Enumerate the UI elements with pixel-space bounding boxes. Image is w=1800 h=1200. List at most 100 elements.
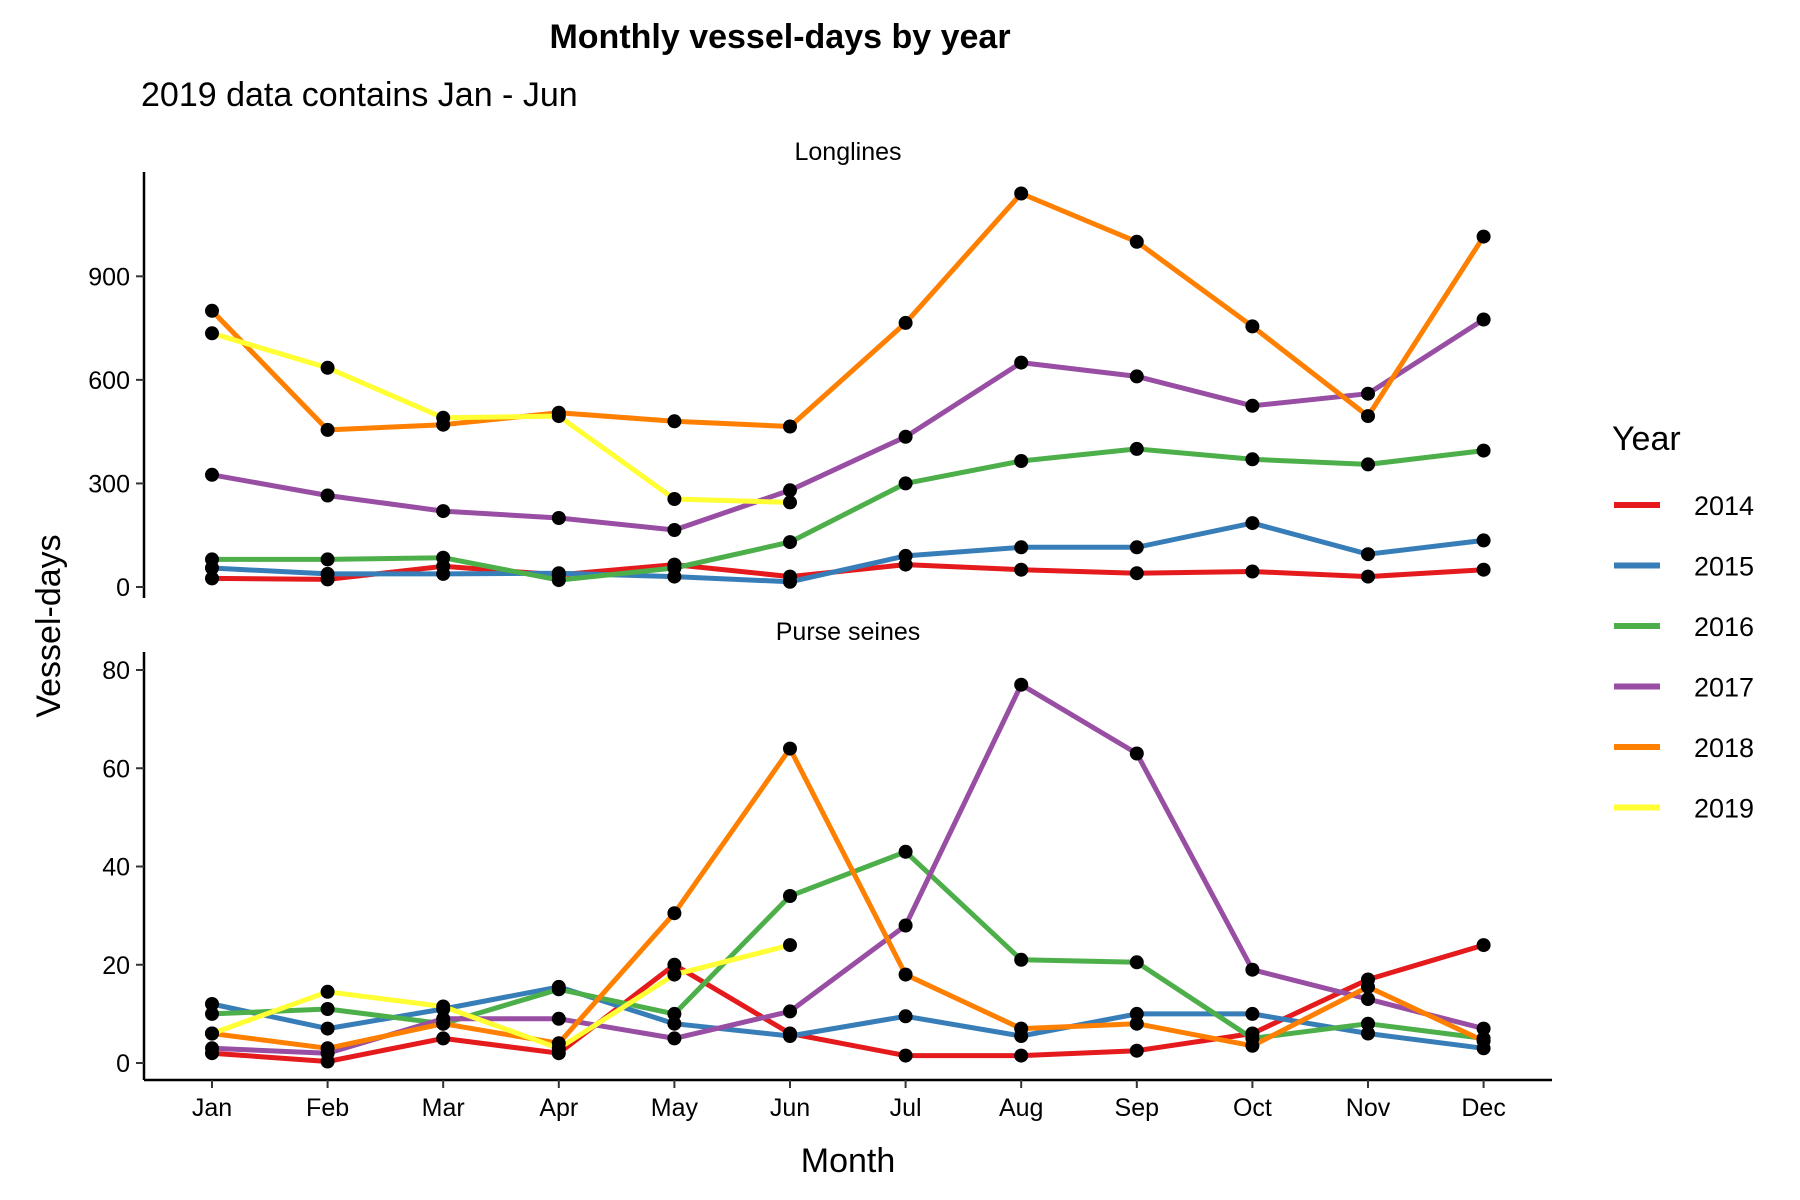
data-point-longlines-2019-Feb xyxy=(320,360,335,375)
data-point-longlines-2016-May xyxy=(667,561,682,575)
y-tick-label-longlines-900: 900 xyxy=(88,263,130,291)
data-point-longlines-2017-Mar xyxy=(436,504,451,519)
data-point-purse-seines-2015-Nov xyxy=(1361,1026,1375,1041)
data-point-purse-seines-2016-Jan xyxy=(205,1006,219,1021)
data-point-purse-seines-2017-Nov xyxy=(1361,992,1375,1007)
data-point-purse-seines-2016-Feb xyxy=(320,1002,335,1016)
y-tick-label-longlines-600: 600 xyxy=(88,367,130,395)
data-point-purse-seines-2016-Apr xyxy=(551,982,566,997)
data-point-purse-seines-2017-Jul xyxy=(898,918,913,933)
data-point-purse-seines-2014-Jul xyxy=(898,1048,913,1063)
data-point-longlines-2017-Oct xyxy=(1245,398,1260,413)
data-point-longlines-2015-Jun xyxy=(783,574,797,589)
data-point-longlines-2018-Feb xyxy=(320,422,335,437)
data-point-purse-seines-2015-Oct xyxy=(1245,1006,1260,1021)
data-point-longlines-2018-Jun xyxy=(783,419,797,434)
data-point-longlines-2017-Jan xyxy=(205,467,219,482)
x-tick-label-May: May xyxy=(651,1094,699,1122)
data-point-longlines-2015-Dec xyxy=(1476,533,1491,548)
data-point-longlines-2018-Nov xyxy=(1361,409,1375,424)
data-point-purse-seines-2017-Jun xyxy=(783,1004,797,1019)
y-tick-label-longlines-0: 0 xyxy=(116,574,130,602)
data-point-purse-seines-2019-Jan xyxy=(205,1026,219,1041)
data-point-purse-seines-2018-Aug xyxy=(1014,1021,1029,1036)
data-point-purse-seines-2017-Aug xyxy=(1014,677,1029,692)
data-point-longlines-2015-Aug xyxy=(1014,540,1029,555)
data-point-longlines-2018-Dec xyxy=(1476,229,1491,244)
data-point-purse-seines-2018-Feb xyxy=(320,1041,335,1056)
x-tick-label-Nov: Nov xyxy=(1346,1094,1391,1122)
data-point-longlines-2014-Nov xyxy=(1361,569,1375,584)
x-tick-label-Aug: Aug xyxy=(999,1094,1043,1122)
y-tick-label-purse-seines-20: 20 xyxy=(102,952,130,980)
data-point-longlines-2017-Jul xyxy=(898,429,913,444)
data-point-longlines-2016-Nov xyxy=(1361,457,1375,472)
data-point-longlines-2018-Sep xyxy=(1129,234,1144,249)
series-line-longlines-2016 xyxy=(212,446,1484,583)
data-point-purse-seines-2017-Jan xyxy=(205,1041,219,1056)
y-tick-label-longlines-300: 300 xyxy=(88,470,130,498)
data-point-longlines-2015-Sep xyxy=(1129,540,1144,555)
data-point-longlines-2019-Jan xyxy=(205,326,219,341)
x-tick-label-Jan: Jan xyxy=(192,1094,232,1122)
data-point-longlines-2016-Mar xyxy=(436,550,451,565)
data-point-longlines-2015-Feb xyxy=(320,566,335,581)
data-point-purse-seines-2016-Aug xyxy=(1014,952,1029,967)
legend-label-2014: 2014 xyxy=(1694,491,1754,521)
data-point-longlines-2015-Mar xyxy=(436,566,451,581)
data-point-purse-seines-2016-Jul xyxy=(898,844,913,859)
data-point-purse-seines-2018-Oct xyxy=(1245,1038,1260,1053)
chart-title: Monthly vessel-days by year xyxy=(549,18,1011,56)
data-point-longlines-2015-Oct xyxy=(1245,516,1260,531)
legend-label-2017: 2017 xyxy=(1694,673,1754,703)
data-point-longlines-2016-Aug xyxy=(1014,454,1029,468)
y-axis-title: Vessel-days xyxy=(30,534,68,717)
data-point-purse-seines-2018-Jul xyxy=(898,967,913,982)
data-point-purse-seines-2017-May xyxy=(667,1031,682,1046)
data-point-longlines-2018-Oct xyxy=(1245,319,1260,334)
data-point-purse-seines-2017-Apr xyxy=(551,1011,566,1026)
data-point-purse-seines-2016-Nov xyxy=(1361,1016,1375,1031)
chart-subtitle: 2019 data contains Jan - Jun xyxy=(141,76,578,114)
data-point-purse-seines-2018-Mar xyxy=(436,1016,451,1031)
x-axis-title: Month xyxy=(801,1142,896,1180)
data-point-purse-seines-2018-May xyxy=(667,906,682,921)
series-line-purse-seines-2014 xyxy=(211,942,1485,1064)
series-line-longlines-2017 xyxy=(211,317,1485,533)
data-point-longlines-2018-Jul xyxy=(898,315,913,330)
series-line-purse-seines-2017 xyxy=(211,682,1485,1056)
data-point-purse-seines-2019-Feb xyxy=(320,984,335,999)
legend-title: Year xyxy=(1612,420,1681,458)
data-point-longlines-2017-Dec xyxy=(1476,312,1491,327)
data-point-purse-seines-2014-Aug xyxy=(1014,1048,1029,1063)
data-point-purse-seines-2015-Jul xyxy=(898,1009,913,1024)
series-line-longlines-2019 xyxy=(211,330,791,505)
data-point-purse-seines-2019-Apr xyxy=(551,1041,566,1056)
data-point-longlines-2016-Sep xyxy=(1129,441,1144,456)
data-point-longlines-2018-Aug xyxy=(1014,186,1029,201)
data-point-purse-seines-2018-Nov xyxy=(1361,979,1375,994)
data-point-longlines-2014-Sep xyxy=(1129,566,1144,581)
y-tick-label-purse-seines-0: 0 xyxy=(116,1050,130,1078)
data-point-purse-seines-2014-Mar xyxy=(436,1031,451,1046)
data-point-longlines-2019-Jun xyxy=(783,495,797,510)
facet-label-purse-seines: Purse seines xyxy=(776,618,921,646)
data-point-longlines-2015-Jul xyxy=(898,548,913,563)
data-point-longlines-2016-Jul xyxy=(898,476,913,491)
data-point-purse-seines-2019-Jun xyxy=(783,938,797,953)
data-point-longlines-2017-Aug xyxy=(1014,355,1029,370)
data-point-longlines-2016-Jan xyxy=(205,552,219,567)
data-point-longlines-2016-Jun xyxy=(783,535,797,550)
data-point-purse-seines-2014-Dec xyxy=(1476,938,1491,953)
x-tick-label-Sep: Sep xyxy=(1115,1094,1159,1122)
data-point-longlines-2018-Jan xyxy=(205,303,219,318)
data-point-longlines-2016-Feb xyxy=(320,552,335,567)
facet-label-longlines: Longlines xyxy=(794,138,901,166)
data-point-purse-seines-2018-Dec xyxy=(1476,1033,1491,1048)
x-tick-label-Mar: Mar xyxy=(422,1094,465,1122)
data-point-purse-seines-2018-Jun xyxy=(783,741,797,756)
series-line-purse-seines-2018 xyxy=(211,746,1485,1051)
data-point-purse-seines-2017-Sep xyxy=(1129,746,1144,761)
data-point-longlines-2017-Nov xyxy=(1361,386,1375,401)
data-point-longlines-2019-Apr xyxy=(551,409,566,424)
